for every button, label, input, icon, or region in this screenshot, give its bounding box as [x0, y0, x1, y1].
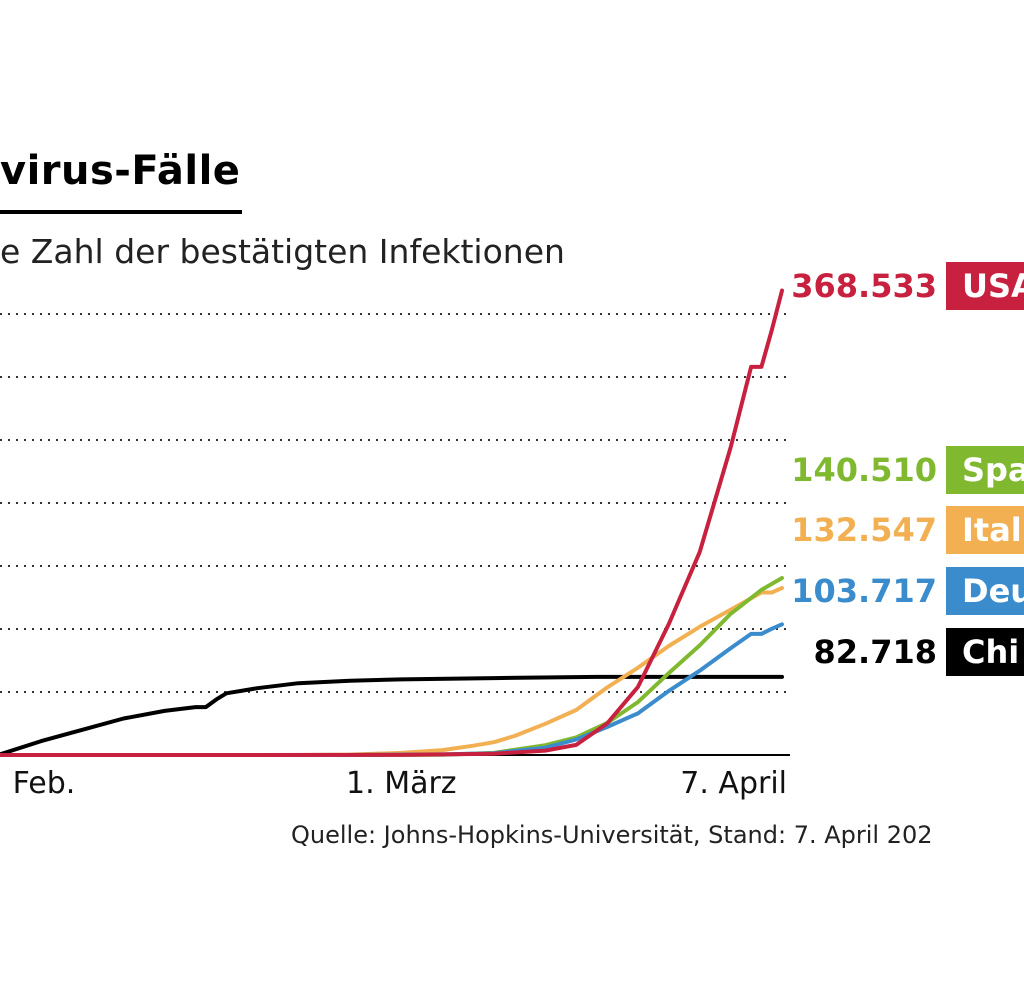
name-badge-usa: [946, 262, 1024, 310]
series-line-ital: [0, 586, 784, 757]
name-badge-spa: [946, 446, 1024, 494]
series-name-chi: Chi: [962, 633, 1019, 671]
series-name-usa: USA: [962, 267, 1024, 305]
value-label-spa: 140.510: [791, 451, 937, 489]
value-label-usa: 368.533: [791, 267, 937, 305]
x-tick-label-3: 7. April: [680, 766, 787, 801]
x-tick-label-2: 1. März: [346, 766, 457, 801]
series-line-spa: [0, 576, 784, 757]
chart-title: virus-Fälle: [0, 148, 241, 194]
series-line-usa: [0, 288, 784, 757]
value-label-chi: 82.718: [814, 633, 937, 671]
x-tick-labels: Feb. 1. März 7. April: [13, 766, 787, 801]
name-badge-ital: [946, 506, 1024, 554]
series-line-chi: [0, 674, 784, 757]
gridlines: [0, 313, 790, 693]
title-underline: [0, 210, 242, 214]
series-name-spa: Spa: [962, 451, 1024, 489]
value-label-ital: 132.547: [791, 511, 937, 549]
value-label-deu: 103.717: [791, 572, 937, 610]
series-name-ital: Ital: [962, 511, 1022, 549]
series-end-labels: 368.533 USA 140.510 Spa 132.547 Ital 103.717 De…: [791, 262, 1024, 676]
series-line-deu: [0, 622, 784, 757]
name-badge-deu: [946, 567, 1024, 615]
name-badge-chi: [946, 628, 1024, 676]
chart-subtitle: e Zahl der bestätigten Infektionen: [0, 232, 565, 271]
source-note: Quelle: Johns-Hopkins-Universität, Stand…: [291, 821, 933, 849]
series-name-deu: Deu: [962, 572, 1024, 610]
series-lines: [0, 288, 784, 757]
x-tick-label-1: Feb.: [13, 766, 76, 801]
